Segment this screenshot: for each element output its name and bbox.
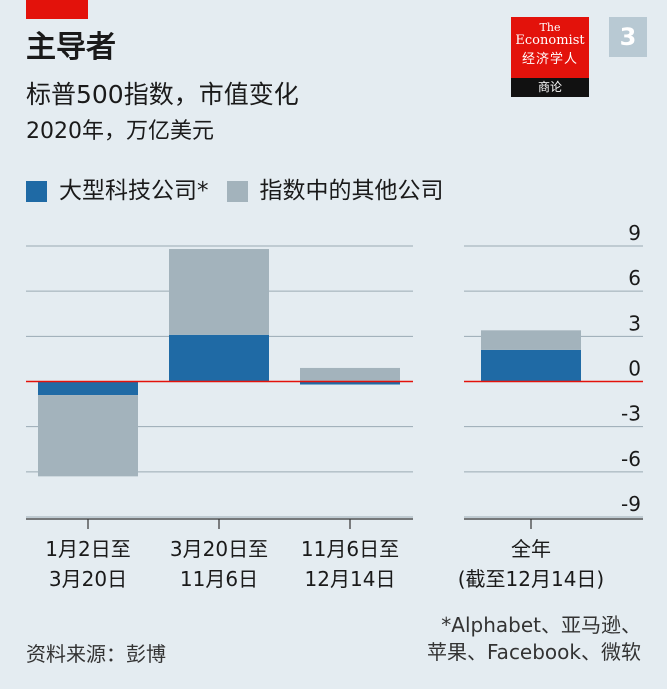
legend: 大型科技公司* 指数中的其他公司 [26, 176, 462, 206]
chart-subtitle: 标普500指数，市值变化 [26, 80, 299, 109]
x-tick-label: 3月20日 [49, 567, 127, 591]
x-tick-label: 1月2日至 [45, 537, 130, 561]
source-note: 资料来源：彭博 [26, 642, 166, 666]
y-tick-label: 0 [628, 357, 641, 381]
legend-item-big-tech: 大型科技公司* [26, 176, 209, 206]
y-tick-label: -6 [621, 447, 641, 471]
chart-number-badge: 3 [609, 17, 647, 57]
logo-line-economist: Economist [515, 33, 585, 48]
bar-others [169, 249, 269, 335]
red-accent-tab [26, 0, 88, 19]
x-tick-label: 全年 [511, 537, 551, 561]
bar-big-tech [481, 349, 581, 382]
y-tick-label: -3 [621, 402, 641, 426]
chart-title: 主导者 [26, 30, 116, 65]
legend-label-big-tech: 大型科技公司* [59, 178, 209, 204]
logo-line-the: The [539, 21, 561, 34]
footnote: *Alphabet、亚马逊、 苹果、Facebook、微软 [427, 612, 641, 666]
legend-swatch-big-tech [26, 180, 47, 202]
bar-big-tech [300, 381, 400, 385]
y-tick-label: 6 [628, 266, 641, 290]
bar-big-tech [38, 381, 138, 396]
x-tick-label: 12月14日 [305, 567, 396, 591]
legend-swatch-others [226, 180, 248, 202]
y-tick-label: 9 [628, 221, 641, 245]
legend-label-others: 指数中的其他公司 [259, 178, 444, 204]
footnote-line-1: *Alphabet、亚马逊、 [441, 613, 641, 637]
y-tick-label: -9 [621, 492, 641, 516]
legend-item-others: 指数中的其他公司 [226, 176, 444, 206]
logo-line-chinese: 经济学人 [521, 52, 578, 67]
x-tick-label: 11月6日 [180, 567, 258, 591]
economist-logo: The Economist 经济学人 商论 [511, 17, 589, 97]
logo-line-section: 商论 [511, 78, 589, 97]
x-tick-label: (截至12月14日) [458, 567, 605, 591]
bar-others [300, 367, 400, 382]
bar-big-tech [169, 334, 269, 382]
bar-others [38, 395, 138, 477]
x-tick-label: 11月6日至 [301, 537, 399, 561]
x-tick-label: 3月20日至 [170, 537, 268, 561]
chart-unit: 2020年，万亿美元 [26, 119, 214, 144]
bar-others [481, 330, 581, 350]
y-tick-label: 3 [628, 311, 641, 335]
footnote-line-2: 苹果、Facebook、微软 [427, 640, 641, 664]
